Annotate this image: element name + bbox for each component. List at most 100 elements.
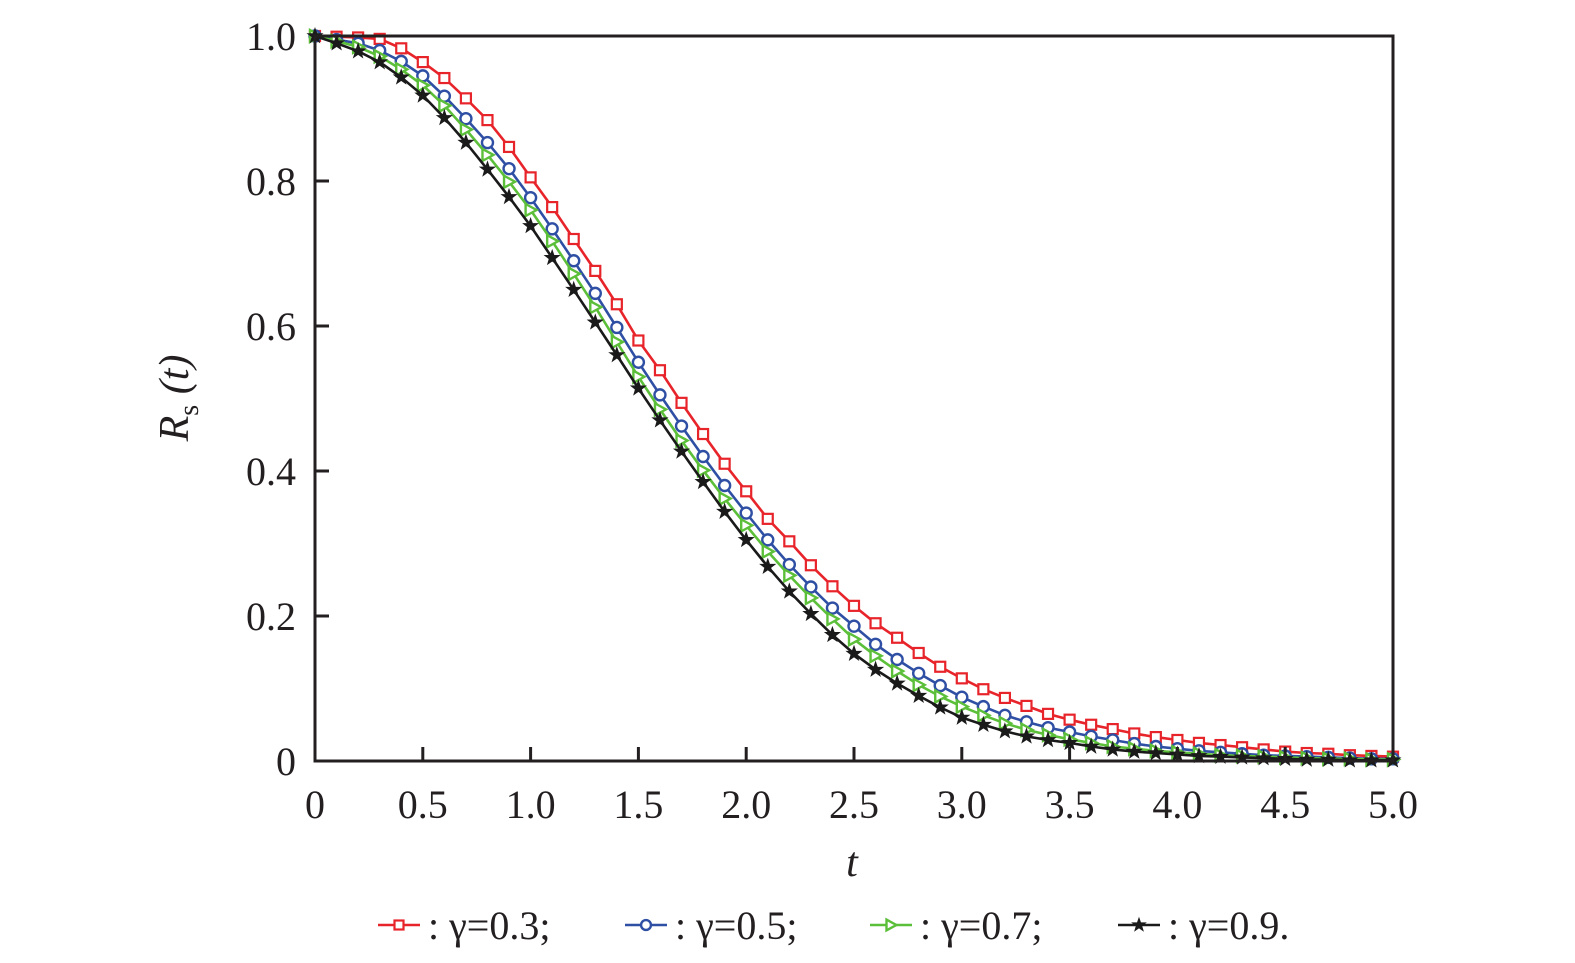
marker-circle [911,666,926,680]
marker-triangle [524,201,540,219]
marker-square [912,646,925,660]
marker-square [740,485,753,498]
marker-star [780,582,798,599]
marker-star [974,715,992,733]
marker-star [888,674,906,691]
marker-star [586,313,604,330]
marker-star [737,530,755,548]
y-tick-label: 0 [276,739,296,784]
x-tick-label: 0 [305,782,325,827]
marker-star [1125,742,1143,759]
marker-triangle [955,698,971,715]
marker-square [546,201,559,214]
marker-circle [480,135,495,150]
marker-square [589,264,602,277]
marker-square [395,42,408,55]
marker-triangle [804,589,820,606]
marker-circle [761,533,775,547]
marker-circle [653,388,667,402]
marker-triangle [761,543,777,560]
marker-triangle [610,333,626,350]
y-axis-label-main: R [152,416,198,443]
x-tick-label: 1.5 [613,782,663,827]
marker-triangle [826,610,841,627]
y-tick-label: 0.4 [246,449,296,494]
marker-star [823,625,842,643]
marker-star [349,42,367,59]
marker-triangle [459,121,475,138]
series-layer [306,26,1402,768]
marker-star [866,660,885,677]
marker-square [675,396,688,409]
marker-circle [739,506,753,520]
marker-circle [847,619,861,633]
marker-star [651,411,669,428]
marker-star [931,698,949,715]
marker-star [1061,733,1079,751]
legend: : γ=0.3; : γ=0.5; : γ=0.7; : γ=0.9. [378,903,1289,948]
series-γ=0.9 [306,26,1402,768]
marker-square [718,457,731,470]
marker-star [1147,743,1165,761]
marker-star [1104,740,1122,757]
legend-item: : γ=0.5; [625,903,797,948]
marker-star [1017,727,1036,744]
marker-triangle [589,299,604,316]
legend-label: : γ=0.5; [675,903,797,948]
x-tick-label: 3.0 [937,782,987,827]
marker-square [761,512,774,525]
marker-star [392,68,410,85]
marker-star [565,280,583,298]
marker-square [804,559,817,572]
marker-triangle [567,265,583,282]
legend-item: : γ=0.7; [870,903,1042,948]
marker-star [759,557,777,575]
marker-triangle [481,146,496,163]
marker-star [802,604,820,622]
y-tick-label: 0.6 [246,304,296,349]
marker-circle [610,320,624,335]
x-tick-label: 2.5 [829,782,879,827]
marker-square [1020,699,1033,713]
marker-square [847,599,861,612]
x-tick-label: 5.0 [1368,782,1418,827]
marker-circle [502,161,516,176]
marker-triangle [912,676,928,693]
marker-circle [674,419,689,433]
marker-star [910,686,928,704]
marker-square [891,631,904,644]
legend-label: : γ=0.7; [920,903,1042,948]
marker-circle [588,286,602,301]
marker-star [716,502,734,519]
marker-circle [868,637,883,651]
marker-triangle [675,432,691,449]
marker-square [438,71,451,85]
marker-square [934,660,947,673]
marker-triangle [632,368,647,385]
marker-square [1106,722,1119,736]
marker-triangle [869,647,885,664]
marker-triangle [783,567,798,584]
marker-triangle [847,631,863,648]
legend-item: : γ=0.3; [378,903,550,948]
marker-triangle [696,462,712,479]
marker-square [696,427,710,441]
marker-square [481,113,494,127]
marker-triangle [740,517,755,534]
x-tick-label: 1.0 [506,782,556,827]
marker-square [393,919,405,931]
y-axis-label: Rs (t) [152,355,205,443]
x-axis-label: t [846,840,859,886]
marker-square [502,140,516,154]
marker-circle [804,580,818,594]
legend-label: : γ=0.9. [1168,903,1289,948]
marker-square [955,672,968,685]
marker-square [653,364,667,377]
x-tick-label: 2.0 [721,782,771,827]
y-axis-label-sub: s [174,405,205,416]
marker-circle [782,557,797,572]
marker-triangle [438,97,453,114]
marker-triangle [885,917,899,933]
y-tick-label: 0.8 [246,159,296,204]
marker-circle [825,601,840,615]
